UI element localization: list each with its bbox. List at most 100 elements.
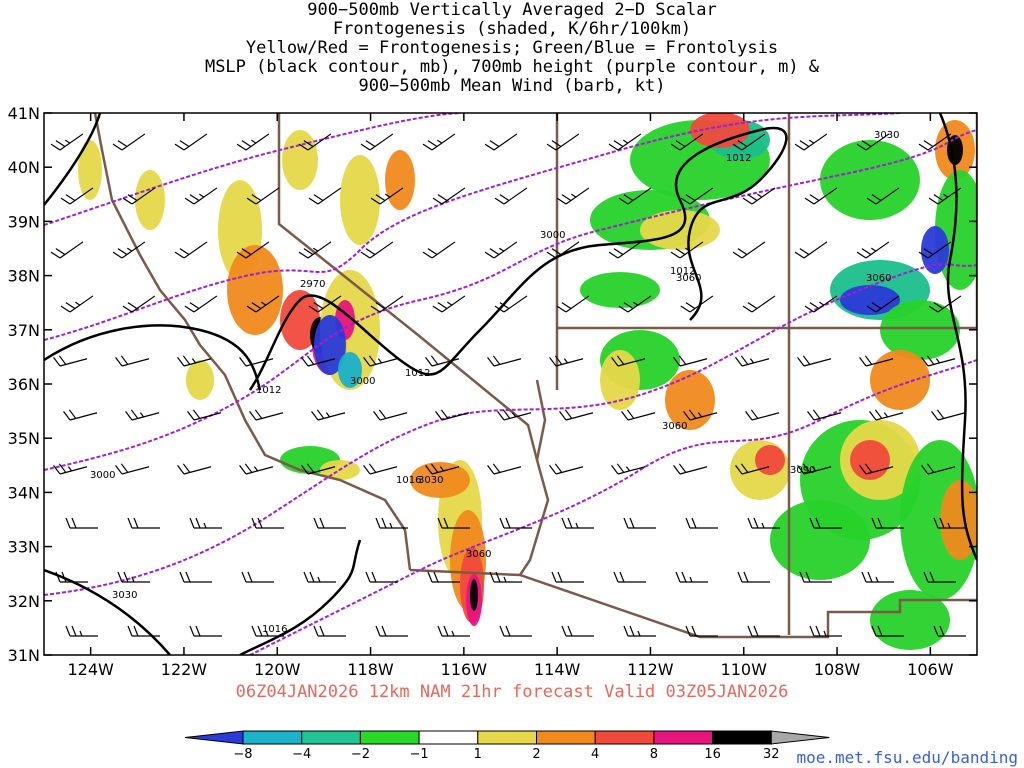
shading-cell	[870, 350, 930, 410]
wind-barb	[611, 355, 646, 367]
x-tick-label: 108W	[814, 660, 861, 679]
x-tick-label: 124W	[67, 660, 114, 679]
wind-barb	[735, 463, 770, 475]
chart-title: 900−500mb Vertically Averaged 2−D Scalar…	[0, 1, 1024, 96]
wind-barb	[871, 517, 904, 529]
wind-barb	[797, 355, 832, 367]
wind-barb	[794, 241, 828, 259]
colorbar-high-arrow	[770, 730, 830, 745]
x-tick-label: 106W	[907, 660, 954, 679]
contour-label: 3060	[676, 273, 701, 284]
wind-barb	[804, 295, 838, 313]
colorbar-low-arrow	[184, 730, 244, 745]
wind-barb	[112, 133, 146, 151]
wind-barb	[794, 133, 828, 151]
wind-barb	[50, 133, 84, 151]
y-tick-label: 33N	[8, 538, 40, 557]
title-line: 900−500mb Mean Wind (barb, kt)	[358, 76, 666, 96]
contour-label: 1012	[256, 385, 281, 396]
wind-barb	[174, 241, 208, 259]
shading-cell	[770, 500, 870, 580]
wind-barb	[556, 187, 590, 205]
wind-barb	[360, 133, 394, 151]
wind-barb	[747, 517, 780, 529]
colorbar-label: −4	[292, 747, 311, 762]
wind-barb	[611, 463, 646, 475]
colorbar-label: 4	[591, 747, 599, 762]
wind-barb	[623, 625, 656, 637]
wind-barb	[797, 463, 832, 475]
shading-cell	[470, 579, 478, 611]
colorbar-label: −8	[233, 747, 252, 762]
contour-label: 3000	[90, 470, 115, 481]
wind-barb	[375, 625, 408, 637]
wind-barb	[311, 409, 346, 421]
wind-barb	[489, 571, 522, 583]
wind-barb	[809, 517, 842, 529]
wind-barb	[50, 241, 84, 259]
wind-barb	[737, 571, 770, 583]
wind-barb	[921, 463, 956, 475]
wind-barb	[673, 355, 708, 367]
wind-barb	[60, 295, 94, 313]
wind-barb	[301, 463, 336, 475]
wind-barb	[747, 625, 780, 637]
shading-cell	[338, 352, 362, 388]
wind-barb	[494, 295, 528, 313]
wind-barb	[732, 241, 766, 259]
wind-barb	[484, 241, 518, 259]
colorbar: −8 −4 −2 −1 1 2 4 8 16 32	[184, 730, 830, 762]
wind-barb	[799, 571, 832, 583]
wind-barb	[363, 355, 398, 367]
wind-barb	[251, 517, 284, 529]
shading-cell	[135, 170, 165, 230]
wind-barb	[732, 133, 766, 151]
wind-barb	[866, 295, 900, 313]
wind-barb	[360, 241, 394, 259]
wind-barb	[65, 517, 98, 529]
wind-barb	[60, 187, 94, 205]
wind-barb	[53, 463, 88, 475]
title-line: 900−500mb Vertically Averaged 2−D Scalar	[307, 0, 717, 20]
wind-barb	[115, 355, 150, 367]
y-tick-label: 35N	[8, 429, 40, 448]
wind-barb	[921, 355, 956, 367]
wind-barb	[239, 463, 274, 475]
wind-barb	[561, 625, 594, 637]
wind-barb	[437, 625, 470, 637]
shading-cell	[880, 300, 960, 360]
y-tick-label: 41N	[8, 104, 40, 123]
colorbar-label: 16	[704, 747, 721, 762]
contour-label: 3060	[866, 273, 891, 284]
wind-barb	[239, 355, 274, 367]
colorbar-segment	[242, 730, 303, 745]
wind-barb	[422, 133, 456, 151]
wind-barb	[745, 409, 780, 421]
wind-barb	[931, 409, 966, 421]
wind-barb	[546, 241, 580, 259]
wind-barb	[497, 409, 532, 421]
wind-barb	[313, 517, 346, 529]
wind-barb	[435, 409, 470, 421]
map-axes: 124W 122W 120W 118W 116W 114W 112W 110W 108W 106W…	[8, 104, 977, 679]
wind-barb	[177, 463, 212, 475]
colorbar-segment	[418, 730, 479, 745]
x-tick-label: 122W	[161, 660, 208, 679]
wind-barb	[251, 625, 284, 637]
wind-barb	[298, 133, 332, 151]
wind-barb	[923, 571, 956, 583]
colorbar-segment	[594, 730, 655, 745]
shading-cell	[600, 350, 640, 410]
wind-barb	[742, 187, 776, 205]
wind-barb	[918, 241, 952, 259]
colorbar-label: 8	[650, 747, 658, 762]
shading-cell	[580, 272, 660, 308]
frontogenesis-shading	[78, 113, 977, 650]
wind-barb	[117, 571, 150, 583]
colorado-river	[518, 379, 550, 576]
wind-barb	[494, 187, 528, 205]
shading-cell	[78, 140, 102, 200]
wind-barb	[673, 463, 708, 475]
shading-cell	[227, 245, 283, 335]
title-line: Yellow/Red = Frontogenesis; Green/Blue =…	[245, 38, 779, 58]
